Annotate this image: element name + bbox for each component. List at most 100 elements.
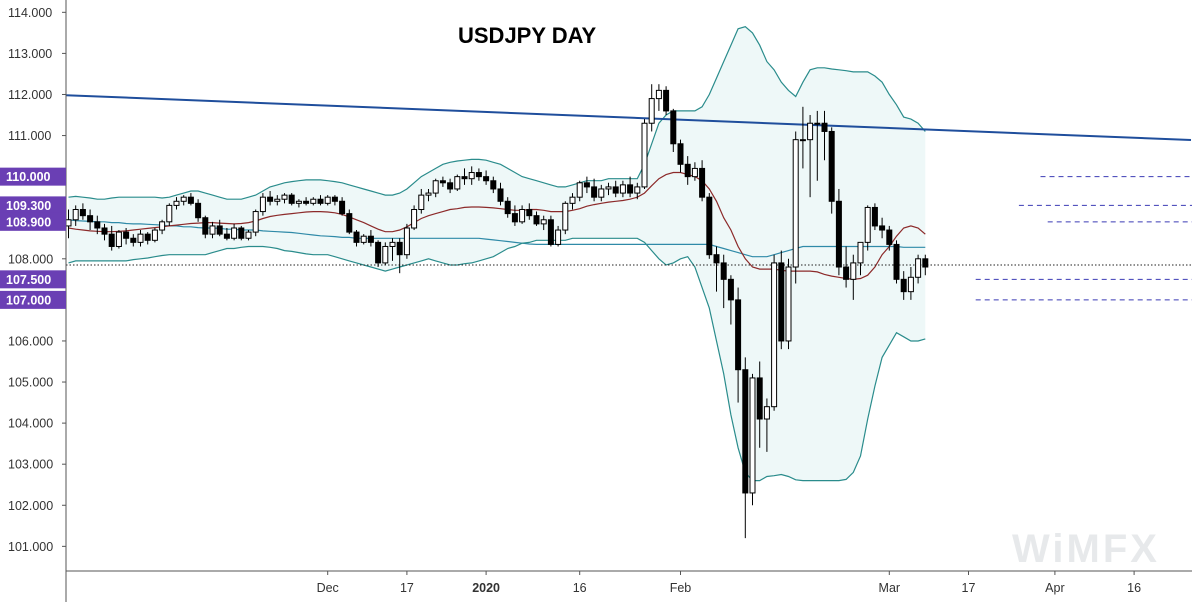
candle-43 <box>375 240 382 268</box>
candle-100 <box>785 258 792 350</box>
candle-body <box>612 186 619 194</box>
candle-body <box>864 206 871 243</box>
candle-body <box>252 211 259 233</box>
candle-body <box>619 184 626 194</box>
candle-body <box>303 200 310 204</box>
candle-body <box>490 180 497 190</box>
candle-body <box>713 254 720 264</box>
candle-body <box>339 200 346 215</box>
candle-3 <box>87 209 94 231</box>
candle-46 <box>396 238 403 274</box>
candle-9 <box>130 234 137 247</box>
candle-117 <box>907 267 914 300</box>
candle-49 <box>418 188 425 214</box>
candle-body <box>799 139 806 142</box>
candle-body <box>850 262 857 280</box>
candle-body <box>684 163 691 178</box>
candle-105 <box>821 110 828 161</box>
candle-53 <box>447 178 454 194</box>
price-marker-label: 108.900 <box>6 215 51 229</box>
candle-body <box>259 196 266 213</box>
candle-body <box>411 209 418 229</box>
candle-body <box>871 206 878 227</box>
candle-95 <box>749 373 756 506</box>
candle-84 <box>670 108 677 152</box>
candle-body <box>87 215 94 223</box>
candle-body <box>814 122 821 125</box>
candle-96 <box>756 361 763 448</box>
bollinger-band-layer <box>68 26 926 481</box>
watermark-layer: WiMFX <box>1012 527 1157 571</box>
candle-56 <box>468 166 475 185</box>
y-tick-label: 113.000 <box>8 47 52 61</box>
candle-body <box>699 167 706 198</box>
candle-78 <box>627 176 634 198</box>
candle-body <box>691 167 698 178</box>
candle-body <box>720 262 727 280</box>
price-marker-3: 107.500 <box>0 270 66 289</box>
candle-body <box>742 369 749 494</box>
candle-body <box>101 227 108 235</box>
y-tick-label: 108.000 <box>8 252 53 266</box>
x-tick-label: Dec <box>317 581 339 595</box>
candle-body <box>389 241 396 247</box>
candle-body <box>706 196 713 256</box>
candle-body <box>504 200 511 215</box>
candle-22 <box>223 227 230 241</box>
candle-72 <box>583 176 590 194</box>
candle-94 <box>742 357 749 539</box>
price-marker-label: 107.000 <box>6 293 51 307</box>
x-tick-label: 17 <box>400 581 414 595</box>
candle-97 <box>763 398 770 452</box>
y-tick-label: 106.000 <box>8 334 53 348</box>
candle-body <box>216 225 223 235</box>
candle-body <box>461 176 468 180</box>
price-marker-4: 107.000 <box>0 290 66 309</box>
candle-75 <box>605 182 612 196</box>
candle-body <box>576 182 583 198</box>
axes-layer: 114.000113.000112.000111.000110.000109.0… <box>8 0 1192 602</box>
candle-body <box>331 196 338 202</box>
candle-74 <box>598 184 605 202</box>
candle-30 <box>281 193 288 204</box>
candle-16 <box>180 195 187 206</box>
candle-2 <box>79 203 86 220</box>
candle-body <box>360 235 367 243</box>
candle-110 <box>857 241 864 276</box>
candle-67 <box>547 215 554 247</box>
candle-26 <box>252 209 259 237</box>
candle-body <box>569 196 576 204</box>
candle-body <box>396 241 403 256</box>
candle-body <box>533 215 540 225</box>
x-tick-label: 16 <box>573 581 587 595</box>
candle-101 <box>792 131 799 284</box>
candle-66 <box>540 215 547 231</box>
candle-98 <box>771 254 778 411</box>
candle-89 <box>706 193 713 259</box>
candle-107 <box>835 188 842 276</box>
candle-body <box>605 186 612 190</box>
candle-body <box>670 110 677 145</box>
candle-body <box>756 377 763 420</box>
candle-115 <box>893 240 900 284</box>
candle-body <box>763 406 770 420</box>
candle-106 <box>828 127 835 214</box>
candle-body <box>223 233 230 239</box>
candle-body <box>540 219 547 225</box>
candle-body <box>835 200 842 268</box>
candle-body <box>295 200 302 204</box>
candle-body <box>778 262 785 342</box>
candle-62 <box>511 205 518 226</box>
candle-body <box>771 262 778 408</box>
candle-body <box>468 172 475 180</box>
candle-82 <box>655 84 662 111</box>
candle-body <box>792 139 799 268</box>
candle-body <box>857 241 864 264</box>
candle-body <box>526 209 533 217</box>
horizontal-levels-layer <box>66 176 1192 301</box>
candle-44 <box>382 242 389 265</box>
candle-body <box>123 231 130 239</box>
candle-38 <box>339 197 346 216</box>
candle-24 <box>238 225 245 241</box>
candle-116 <box>900 271 907 300</box>
